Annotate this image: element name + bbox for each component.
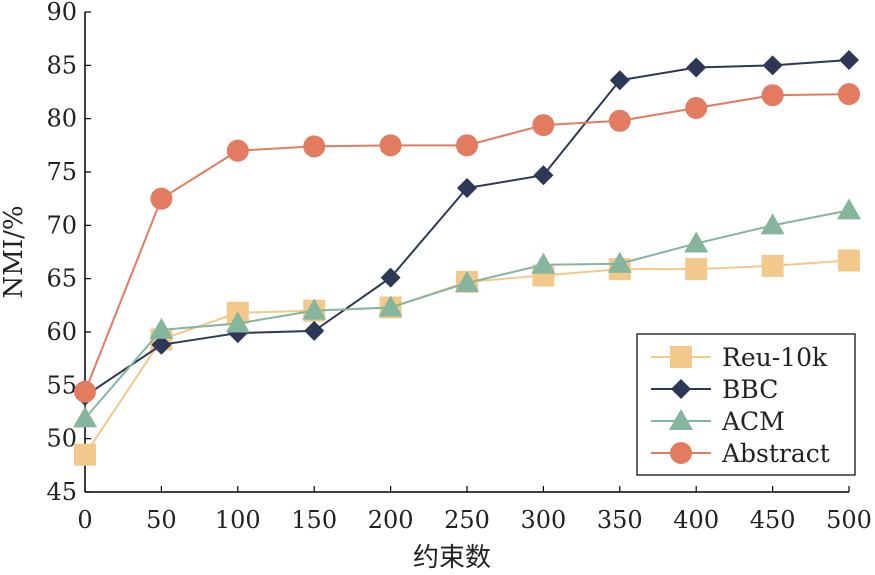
legend-marker <box>670 346 692 368</box>
data-point <box>303 135 326 158</box>
legend-marker <box>669 409 693 430</box>
data-point <box>457 178 477 198</box>
data-point <box>150 187 173 210</box>
series-layer <box>73 50 861 466</box>
legend-item: Abstract <box>651 439 830 468</box>
x-tick-label: 400 <box>673 506 719 534</box>
legend-marker <box>671 379 691 399</box>
data-point <box>760 213 785 235</box>
data-point <box>761 84 784 107</box>
data-point <box>455 270 479 292</box>
x-tick-label: 250 <box>444 506 490 534</box>
data-point <box>531 252 556 274</box>
data-point <box>380 267 401 288</box>
data-point <box>608 109 631 132</box>
data-point <box>74 380 96 403</box>
series-abstract <box>74 83 860 403</box>
data-point <box>304 320 325 341</box>
data-point <box>73 406 97 428</box>
data-point <box>685 97 708 119</box>
ticks: 45 50 55 60 65 70 75 80 85 90 0 50 100 150 200 250 300 35… <box>46 0 871 534</box>
y-tick-label: 90 <box>46 0 77 26</box>
legend-label: ACM <box>721 407 785 436</box>
series-acm <box>73 198 861 428</box>
legend-label: Reu-10k <box>722 343 828 372</box>
legend-item: ACM <box>651 407 785 436</box>
data-point <box>226 139 249 162</box>
legend-label: Abstract <box>721 439 830 468</box>
data-point <box>762 55 783 76</box>
data-point <box>607 251 632 273</box>
x-tick-label: 350 <box>597 506 643 534</box>
legend-item: BBC <box>651 375 778 404</box>
data-point <box>839 50 859 70</box>
data-point <box>838 83 860 106</box>
data-point <box>532 114 555 137</box>
data-point <box>686 57 707 78</box>
data-point <box>225 311 250 333</box>
x-tick-label: 200 <box>368 506 414 534</box>
data-point <box>837 198 861 220</box>
y-tick-label: 45 <box>46 478 77 506</box>
legend: Reu-10k BBC ACM Abstract <box>636 333 856 476</box>
data-point <box>761 254 784 277</box>
x-tick-label: 0 <box>77 506 92 534</box>
y-tick-label: 65 <box>46 265 77 293</box>
y-axis-title: NMI/% <box>0 205 29 298</box>
data-point <box>149 317 174 339</box>
y-tick-label: 60 <box>46 318 77 346</box>
data-point <box>456 134 478 157</box>
legend-marker <box>670 442 692 464</box>
x-tick-label: 150 <box>291 506 337 534</box>
data-point <box>302 298 327 320</box>
data-point <box>379 134 402 157</box>
data-point <box>151 334 172 355</box>
data-point <box>685 258 708 281</box>
y-tick-label: 70 <box>46 211 77 239</box>
data-point <box>378 295 403 317</box>
x-tick-label: 300 <box>520 506 566 534</box>
y-tick-label: 85 <box>46 51 77 79</box>
data-point <box>74 443 96 466</box>
y-tick-label: 50 <box>46 425 77 453</box>
x-tick-label: 50 <box>146 506 177 534</box>
x-axis-title: 约束数 <box>413 543 491 573</box>
y-tick-label: 80 <box>46 105 77 133</box>
data-point <box>838 249 860 272</box>
x-tick-label: 100 <box>215 506 261 534</box>
data-point <box>533 165 554 186</box>
x-tick-label: 500 <box>826 506 872 534</box>
y-tick-label: 55 <box>46 371 77 399</box>
data-point <box>609 70 630 91</box>
y-tick-label: 75 <box>46 158 77 186</box>
data-point <box>684 231 709 253</box>
legend-label: BBC <box>722 375 778 404</box>
x-tick-label: 450 <box>750 506 796 534</box>
legend-item: Reu-10k <box>651 343 828 372</box>
